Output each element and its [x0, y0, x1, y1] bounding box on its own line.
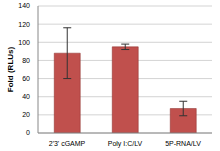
svg-text:120: 120 — [18, 21, 30, 28]
svg-text:40: 40 — [22, 93, 30, 100]
svg-text:80: 80 — [22, 57, 30, 64]
svg-text:60: 60 — [22, 75, 30, 82]
svg-text:100: 100 — [18, 39, 30, 46]
svg-text:0: 0 — [26, 129, 30, 136]
svg-text:Fold (RLUs): Fold (RLUs) — [8, 47, 15, 93]
svg-text:20: 20 — [22, 111, 30, 118]
svg-text:Poly I:C/LV: Poly I:C/LV — [108, 140, 143, 148]
svg-text:140: 140 — [18, 2, 30, 9]
svg-text:5P-RNA/LV: 5P-RNA/LV — [165, 140, 201, 147]
svg-text:2'3' cGAMP: 2'3' cGAMP — [49, 140, 86, 147]
